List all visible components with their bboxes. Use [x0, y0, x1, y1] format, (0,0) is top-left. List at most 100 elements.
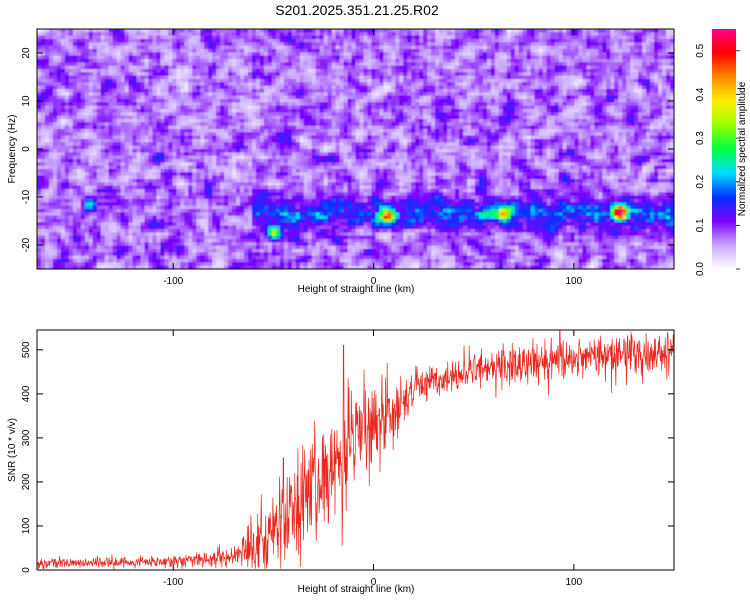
heatmap-cell	[474, 29, 480, 33]
heatmap-cell	[570, 32, 576, 37]
heatmap-cell	[44, 29, 50, 33]
heatmap-cell	[367, 105, 373, 110]
heatmap-cell	[494, 32, 500, 37]
heatmap-cell	[375, 52, 380, 57]
heatmap-cell	[259, 115, 265, 120]
heatmap-cell	[152, 55, 158, 60]
heatmap-cell	[84, 105, 90, 110]
heatmap-cell	[255, 105, 261, 110]
heatmap-cell	[267, 29, 273, 33]
heatmap-cell	[622, 75, 627, 80]
heatmap-cell	[355, 112, 361, 117]
heatmap-cell	[148, 62, 154, 67]
heatmap-cell	[180, 29, 185, 33]
heatmap-cell	[176, 125, 181, 130]
heatmap-cell	[510, 72, 516, 77]
heatmap-cell	[188, 62, 193, 67]
heatmap-cell	[48, 59, 54, 63]
heatmap-cell	[299, 115, 305, 120]
heatmap-cell	[562, 115, 568, 120]
heatmap-cell	[212, 45, 217, 50]
heatmap-cell	[602, 125, 607, 130]
heatmap-cell	[192, 99, 197, 103]
heatmap-cell	[343, 125, 349, 130]
heatmap-cell	[383, 112, 388, 117]
heatmap-cell	[419, 62, 424, 67]
heatmap-cell	[52, 32, 58, 37]
heatmap-cell	[40, 85, 46, 90]
heatmap-cell	[514, 45, 520, 50]
heatmap-cell	[88, 39, 94, 43]
heatmap-cell	[622, 59, 627, 63]
heatmap-cell	[590, 79, 595, 83]
heatmap-cell	[534, 62, 540, 67]
heatmap-cell	[331, 112, 337, 117]
heatmap-cell	[558, 75, 564, 80]
heatmap-cell	[554, 112, 560, 117]
heatmap-cell	[666, 45, 671, 50]
heatmap-cell	[100, 92, 106, 97]
heatmap-cell	[152, 29, 158, 33]
heatmap-cell	[407, 32, 412, 37]
heatmap-cell	[164, 125, 169, 130]
heatmap-cell	[335, 112, 341, 117]
heatmap-cell	[64, 59, 70, 63]
heatmap-cell	[160, 115, 165, 120]
heatmap-cell	[44, 42, 50, 47]
heatmap-cell	[287, 29, 293, 33]
heatmap-cell	[582, 39, 588, 43]
heatmap-cell	[323, 102, 329, 107]
heatmap-cell	[176, 72, 181, 77]
heatmap-cell	[439, 79, 444, 83]
heatmap-cell	[120, 85, 126, 90]
heatmap-cell	[598, 79, 603, 83]
heatmap-cell	[263, 109, 269, 113]
heatmap-cell	[120, 62, 126, 67]
heatmap-cell	[208, 65, 213, 70]
heatmap-cell	[407, 72, 412, 77]
heatmap-cell	[395, 129, 400, 133]
heatmap-cell	[188, 112, 193, 117]
heatmap-cell	[566, 82, 572, 87]
heatmap-cell	[132, 39, 138, 43]
heatmap-cell	[56, 132, 62, 137]
heatmap-cell	[283, 119, 289, 123]
heatmap-cell	[542, 102, 548, 107]
heatmap-cell	[363, 122, 369, 127]
heatmap-cell	[622, 102, 627, 107]
heatmap-cell	[283, 29, 289, 33]
heatmap-cell	[522, 82, 528, 87]
heatmap-cell	[518, 95, 524, 100]
heatmap-cell	[598, 99, 603, 103]
heatmap-cell	[259, 79, 265, 83]
heatmap-cell	[76, 59, 82, 63]
heatmap-cell	[490, 62, 496, 67]
heatmap-cell	[435, 79, 440, 83]
heatmap-cell	[363, 95, 369, 100]
heatmap-cell	[72, 39, 78, 43]
heatmap-cell	[144, 59, 150, 63]
heatmap-cell	[339, 85, 345, 90]
heatmap-cell	[228, 79, 233, 83]
heatmap-cell	[236, 125, 241, 130]
heatmap-cell	[311, 109, 317, 113]
heatmap-cell	[391, 122, 396, 127]
heatmap-cell	[104, 55, 110, 60]
heatmap-cell	[650, 59, 655, 63]
heatmap-cell	[148, 45, 154, 50]
heatmap-cell	[319, 42, 325, 47]
heatmap-cell	[160, 109, 165, 113]
heatmap-cell	[470, 109, 476, 113]
heatmap-cell	[498, 65, 504, 70]
heatmap-cell	[419, 119, 424, 123]
heatmap-cell	[363, 59, 369, 63]
heatmap-cell	[455, 45, 460, 50]
heatmap-cell	[447, 49, 452, 53]
heatmap-cell	[562, 129, 568, 133]
heatmap-cell	[108, 99, 114, 103]
heatmap-cell	[546, 119, 552, 123]
heatmap-cell	[315, 82, 321, 87]
heatmap-cell	[510, 39, 516, 43]
heatmap-cell	[80, 49, 86, 53]
